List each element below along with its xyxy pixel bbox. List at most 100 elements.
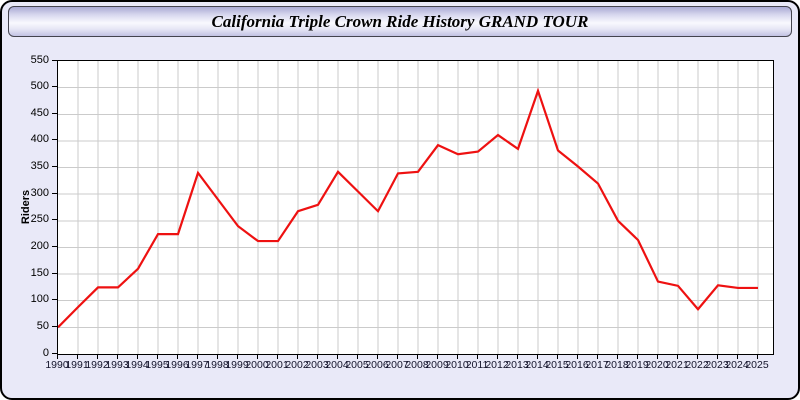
x-tick-label: 1990 — [45, 359, 69, 371]
y-tick-label: 150 — [30, 266, 49, 279]
x-tick-label: 2001 — [265, 359, 289, 371]
x-tick-label: 2003 — [305, 359, 329, 371]
x-tick-label: 1999 — [225, 359, 249, 371]
x-tick-mark — [57, 354, 58, 359]
x-tick-label: 2015 — [545, 359, 569, 371]
x-tick-mark — [537, 354, 538, 359]
x-tick-mark — [337, 354, 338, 359]
x-tick-mark — [597, 354, 598, 359]
chart-plot-area — [57, 60, 774, 355]
x-tick-mark — [717, 354, 718, 359]
y-tick-mark — [52, 139, 57, 141]
x-tick-label: 2004 — [325, 359, 349, 371]
y-tick-label: 350 — [30, 160, 49, 173]
header-bar: California Triple Crown Ride History GRA… — [8, 6, 792, 37]
x-tick-mark — [657, 354, 658, 359]
x-tick-mark — [197, 354, 198, 359]
x-tick-label: 2013 — [505, 359, 529, 371]
x-tick-label: 1992 — [85, 359, 109, 371]
x-tick-label: 2008 — [405, 359, 429, 371]
x-tick-mark — [677, 354, 678, 359]
x-tick-mark — [637, 354, 638, 359]
x-tick-mark — [317, 354, 318, 359]
x-tick-mark — [557, 354, 558, 359]
x-tick-mark — [97, 354, 98, 359]
x-tick-label: 1993 — [105, 359, 129, 371]
x-tick-mark — [517, 354, 518, 359]
y-tick-label: 200 — [30, 239, 49, 252]
y-tick-mark — [52, 299, 57, 301]
y-tick-mark — [52, 272, 57, 274]
x-tick-mark — [737, 354, 738, 359]
x-tick-label: 1991 — [65, 359, 89, 371]
y-tick-label: 50 — [36, 319, 49, 332]
y-tick-mark — [52, 112, 57, 114]
x-tick-mark — [497, 354, 498, 359]
x-tick-label: 2006 — [365, 359, 389, 371]
x-tick-label: 1995 — [145, 359, 169, 371]
x-tick-mark — [377, 354, 378, 359]
x-tick-label: 2014 — [525, 359, 549, 371]
y-tick-label: 400 — [30, 133, 49, 146]
x-tick-label: 2024 — [725, 359, 749, 371]
y-tick-label: 500 — [30, 80, 49, 93]
x-tick-mark — [137, 354, 138, 359]
y-tick-mark — [52, 86, 57, 88]
x-tick-mark — [577, 354, 578, 359]
y-tick-mark — [52, 325, 57, 327]
y-tick-mark — [52, 192, 57, 194]
x-tick-mark — [217, 354, 218, 359]
x-tick-mark — [297, 354, 298, 359]
x-tick-label: 2023 — [705, 359, 729, 371]
y-tick-label: 0 — [42, 346, 49, 359]
ride-history-chart — [58, 61, 773, 354]
x-tick-label: 2011 — [465, 359, 489, 371]
y-tick-mark — [52, 352, 57, 354]
ride-history-line-riders — [58, 87, 758, 329]
x-tick-label: 2019 — [625, 359, 649, 371]
x-tick-label: 2002 — [285, 359, 309, 371]
x-tick-label: 2016 — [565, 359, 589, 371]
x-tick-label: 2021 — [665, 359, 689, 371]
x-tick-label: 1996 — [165, 359, 189, 371]
x-tick-label: 2007 — [385, 359, 409, 371]
x-tick-label: 2020 — [645, 359, 669, 371]
x-tick-mark — [617, 354, 618, 359]
y-tick-label: 450 — [30, 106, 49, 119]
x-tick-label: 2005 — [345, 359, 369, 371]
x-tick-label: 2018 — [605, 359, 629, 371]
x-tick-mark — [697, 354, 698, 359]
y-tick-mark — [52, 245, 57, 247]
x-tick-label: 2025 — [745, 359, 769, 371]
x-tick-mark — [157, 354, 158, 359]
x-tick-mark — [417, 354, 418, 359]
x-tick-mark — [757, 354, 758, 359]
x-tick-mark — [477, 354, 478, 359]
y-tick-mark — [52, 166, 57, 168]
y-tick-label: 300 — [30, 186, 49, 199]
y-tick-mark — [52, 59, 57, 61]
x-tick-mark — [257, 354, 258, 359]
x-tick-label: 1997 — [185, 359, 209, 371]
x-tick-mark — [77, 354, 78, 359]
x-tick-mark — [397, 354, 398, 359]
x-tick-mark — [357, 354, 358, 359]
x-tick-label: 2000 — [245, 359, 269, 371]
x-tick-label: 2010 — [445, 359, 469, 371]
x-tick-mark — [237, 354, 238, 359]
y-tick-label: 100 — [30, 293, 49, 306]
x-tick-label: 2012 — [485, 359, 509, 371]
x-tick-label: 1994 — [125, 359, 149, 371]
x-tick-mark — [437, 354, 438, 359]
x-tick-mark — [277, 354, 278, 359]
x-tick-label: 2009 — [425, 359, 449, 371]
page-title: California Triple Crown Ride History GRA… — [211, 12, 589, 31]
y-tick-label: 250 — [30, 213, 49, 226]
x-tick-mark — [117, 354, 118, 359]
y-tick-mark — [52, 219, 57, 221]
x-tick-mark — [177, 354, 178, 359]
x-tick-mark — [457, 354, 458, 359]
x-tick-label: 2017 — [585, 359, 609, 371]
